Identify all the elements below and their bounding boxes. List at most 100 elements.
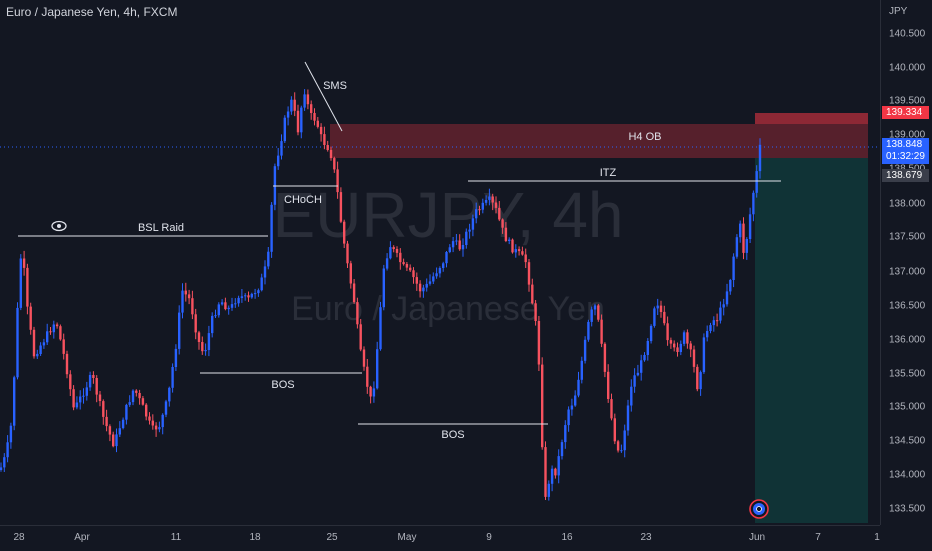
time-label: 1 [874, 532, 880, 543]
candle-body [544, 447, 547, 497]
candle-body [428, 281, 432, 284]
candle-body [663, 311, 666, 324]
candle-body [135, 390, 138, 393]
candle-body [461, 245, 465, 250]
candle-body [79, 396, 82, 403]
candle-body [574, 395, 577, 406]
candle-body [534, 303, 537, 321]
candle-body [623, 430, 626, 451]
candle-body [158, 427, 161, 430]
price-chart[interactable]: BSL Raid SMS CHoCH BOS BOS H4 OB ITZ [0, 0, 880, 525]
chart-area[interactable]: EURJPY, 4h Euro / Japanese Yen BSL Raid … [0, 0, 880, 525]
candle-body [283, 117, 286, 142]
candle-body [451, 241, 455, 248]
candle-body [257, 290, 260, 294]
candle-body [468, 229, 471, 232]
candle-body [244, 295, 247, 297]
candle-body [343, 221, 346, 244]
candle-body [286, 111, 290, 118]
candle-body [329, 150, 333, 159]
candle-body [633, 375, 636, 387]
candle-body [359, 324, 362, 350]
candle-body [164, 401, 168, 415]
candle-body [646, 341, 649, 355]
candle-body [630, 386, 633, 406]
candle-body [748, 214, 752, 239]
candle-body [316, 120, 319, 127]
candle-body [72, 389, 75, 408]
price-label: 135.000 [889, 401, 926, 413]
candle-body [742, 223, 745, 253]
candle-body [745, 239, 748, 253]
candle-body [755, 171, 758, 193]
candle-body [405, 264, 409, 268]
price-tag-current-value: 138.848 [886, 139, 923, 150]
eye-icon[interactable] [51, 220, 67, 232]
candle-body [224, 302, 227, 310]
price-label: 140.500 [889, 28, 926, 40]
candle-body [422, 287, 425, 292]
candle-body [385, 258, 389, 269]
candle-body [593, 305, 597, 310]
candle-body [722, 304, 725, 308]
candle-body [125, 404, 128, 420]
price-axis[interactable]: JPY 140.500 140.000 139.500 139.000 138.… [880, 0, 932, 525]
candle-body [445, 252, 448, 264]
sms-label: SMS [323, 80, 347, 92]
time-label: 7 [815, 532, 821, 543]
price-label: 136.000 [889, 334, 926, 346]
candle-body [32, 329, 36, 357]
candle-body [435, 273, 438, 277]
candle-body [336, 169, 339, 193]
price-label: 137.500 [889, 231, 926, 243]
candle-body [432, 276, 435, 282]
candle-body [653, 308, 656, 326]
candle-body [709, 325, 712, 331]
itz-label: ITZ [600, 167, 617, 179]
price-tag-lower-value: 138.679 [886, 170, 923, 181]
candle-body [752, 192, 755, 215]
candle-body [310, 104, 313, 113]
candle-body [395, 249, 399, 253]
candle-body [178, 312, 181, 349]
candle-body [369, 386, 372, 397]
alert-target-icon[interactable] [749, 499, 769, 519]
candle-body [620, 450, 623, 452]
candle-body [168, 387, 171, 402]
price-label: 137.000 [889, 266, 926, 278]
candle-body [524, 254, 527, 263]
candle-body [187, 294, 191, 299]
candle-body [26, 267, 29, 307]
time-axis[interactable]: 28 Apr 11 18 25 May 9 16 23 Jun 7 1 [0, 525, 880, 551]
candle-body [352, 283, 356, 303]
time-label: 28 [13, 532, 25, 543]
candle-body [85, 387, 88, 396]
candle-body [412, 270, 415, 278]
candle-body [455, 240, 458, 242]
candle-body [250, 293, 253, 298]
candle-body [154, 425, 158, 430]
symbol-title[interactable]: Euro / Japanese Yen, 4h, FXCM [6, 5, 178, 19]
candle-body [656, 305, 659, 309]
candle-body [46, 331, 49, 343]
candle-body [521, 251, 524, 255]
candle-body [616, 441, 620, 451]
h4-ob-zone-upper [755, 113, 868, 124]
candle-body [679, 343, 682, 352]
candle-body [587, 321, 590, 340]
watermark-ticker: EURJPY, 4h [272, 179, 624, 251]
candle-body [590, 309, 593, 322]
candle-body [484, 200, 488, 203]
candle-body [613, 418, 616, 442]
bos-label-1: BOS [271, 379, 294, 391]
candle-body [6, 442, 9, 458]
bsl-raid-label: BSL Raid [138, 222, 184, 234]
candle-body [290, 99, 293, 112]
candle-body [465, 231, 468, 245]
candle-body [557, 456, 560, 476]
candle-body [141, 398, 145, 405]
sms-line [304, 61, 343, 132]
candles-group [0, 89, 762, 501]
candle-body [564, 425, 567, 443]
candle-body [55, 324, 59, 327]
